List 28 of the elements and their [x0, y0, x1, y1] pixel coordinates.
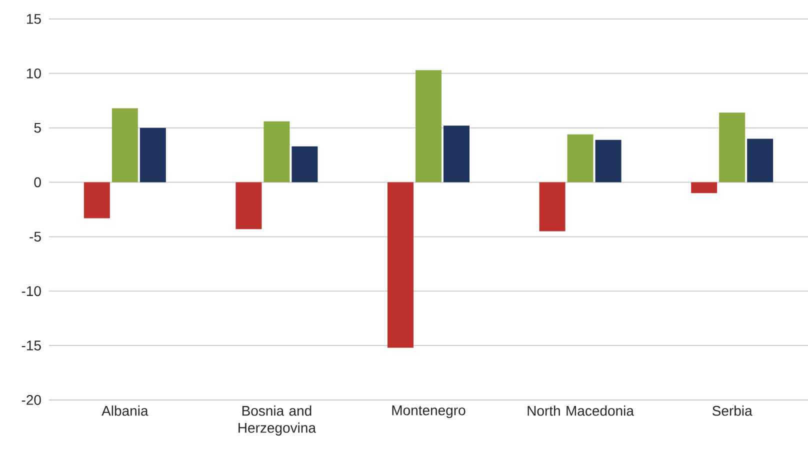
- y-tick-label: 0: [34, 177, 41, 188]
- y-tick-label: 5: [34, 122, 41, 133]
- bar: [236, 182, 262, 230]
- bar: [264, 121, 290, 182]
- bar: [112, 108, 138, 182]
- bar: [140, 128, 166, 182]
- x-tick-label: Serbia: [712, 406, 752, 416]
- bar: [719, 112, 746, 182]
- y-tick-label: 10: [26, 68, 41, 78]
- y-tick-label: 15: [26, 14, 41, 24]
- bar: [747, 138, 774, 182]
- x-tick-label: Montenegro: [392, 406, 466, 418]
- y-tick-label: -5: [30, 232, 41, 242]
- y-tick-label: -15: [22, 340, 41, 350]
- bar: [84, 182, 110, 218]
- bar: [416, 70, 442, 182]
- y-tick-label: -20: [22, 395, 41, 405]
- y-tick-label: -10: [22, 286, 41, 296]
- bar: [292, 146, 318, 182]
- bar: [539, 182, 566, 232]
- bar: [691, 182, 718, 194]
- x-tick-label: Albania: [102, 406, 148, 416]
- bar: [595, 140, 622, 182]
- bar: [388, 182, 414, 348]
- bar: [444, 126, 470, 182]
- x-tick-label: North Macedonia: [528, 406, 634, 416]
- x-tick-label: Bosnia and Herzegovina: [238, 406, 316, 436]
- bar: [567, 134, 594, 182]
